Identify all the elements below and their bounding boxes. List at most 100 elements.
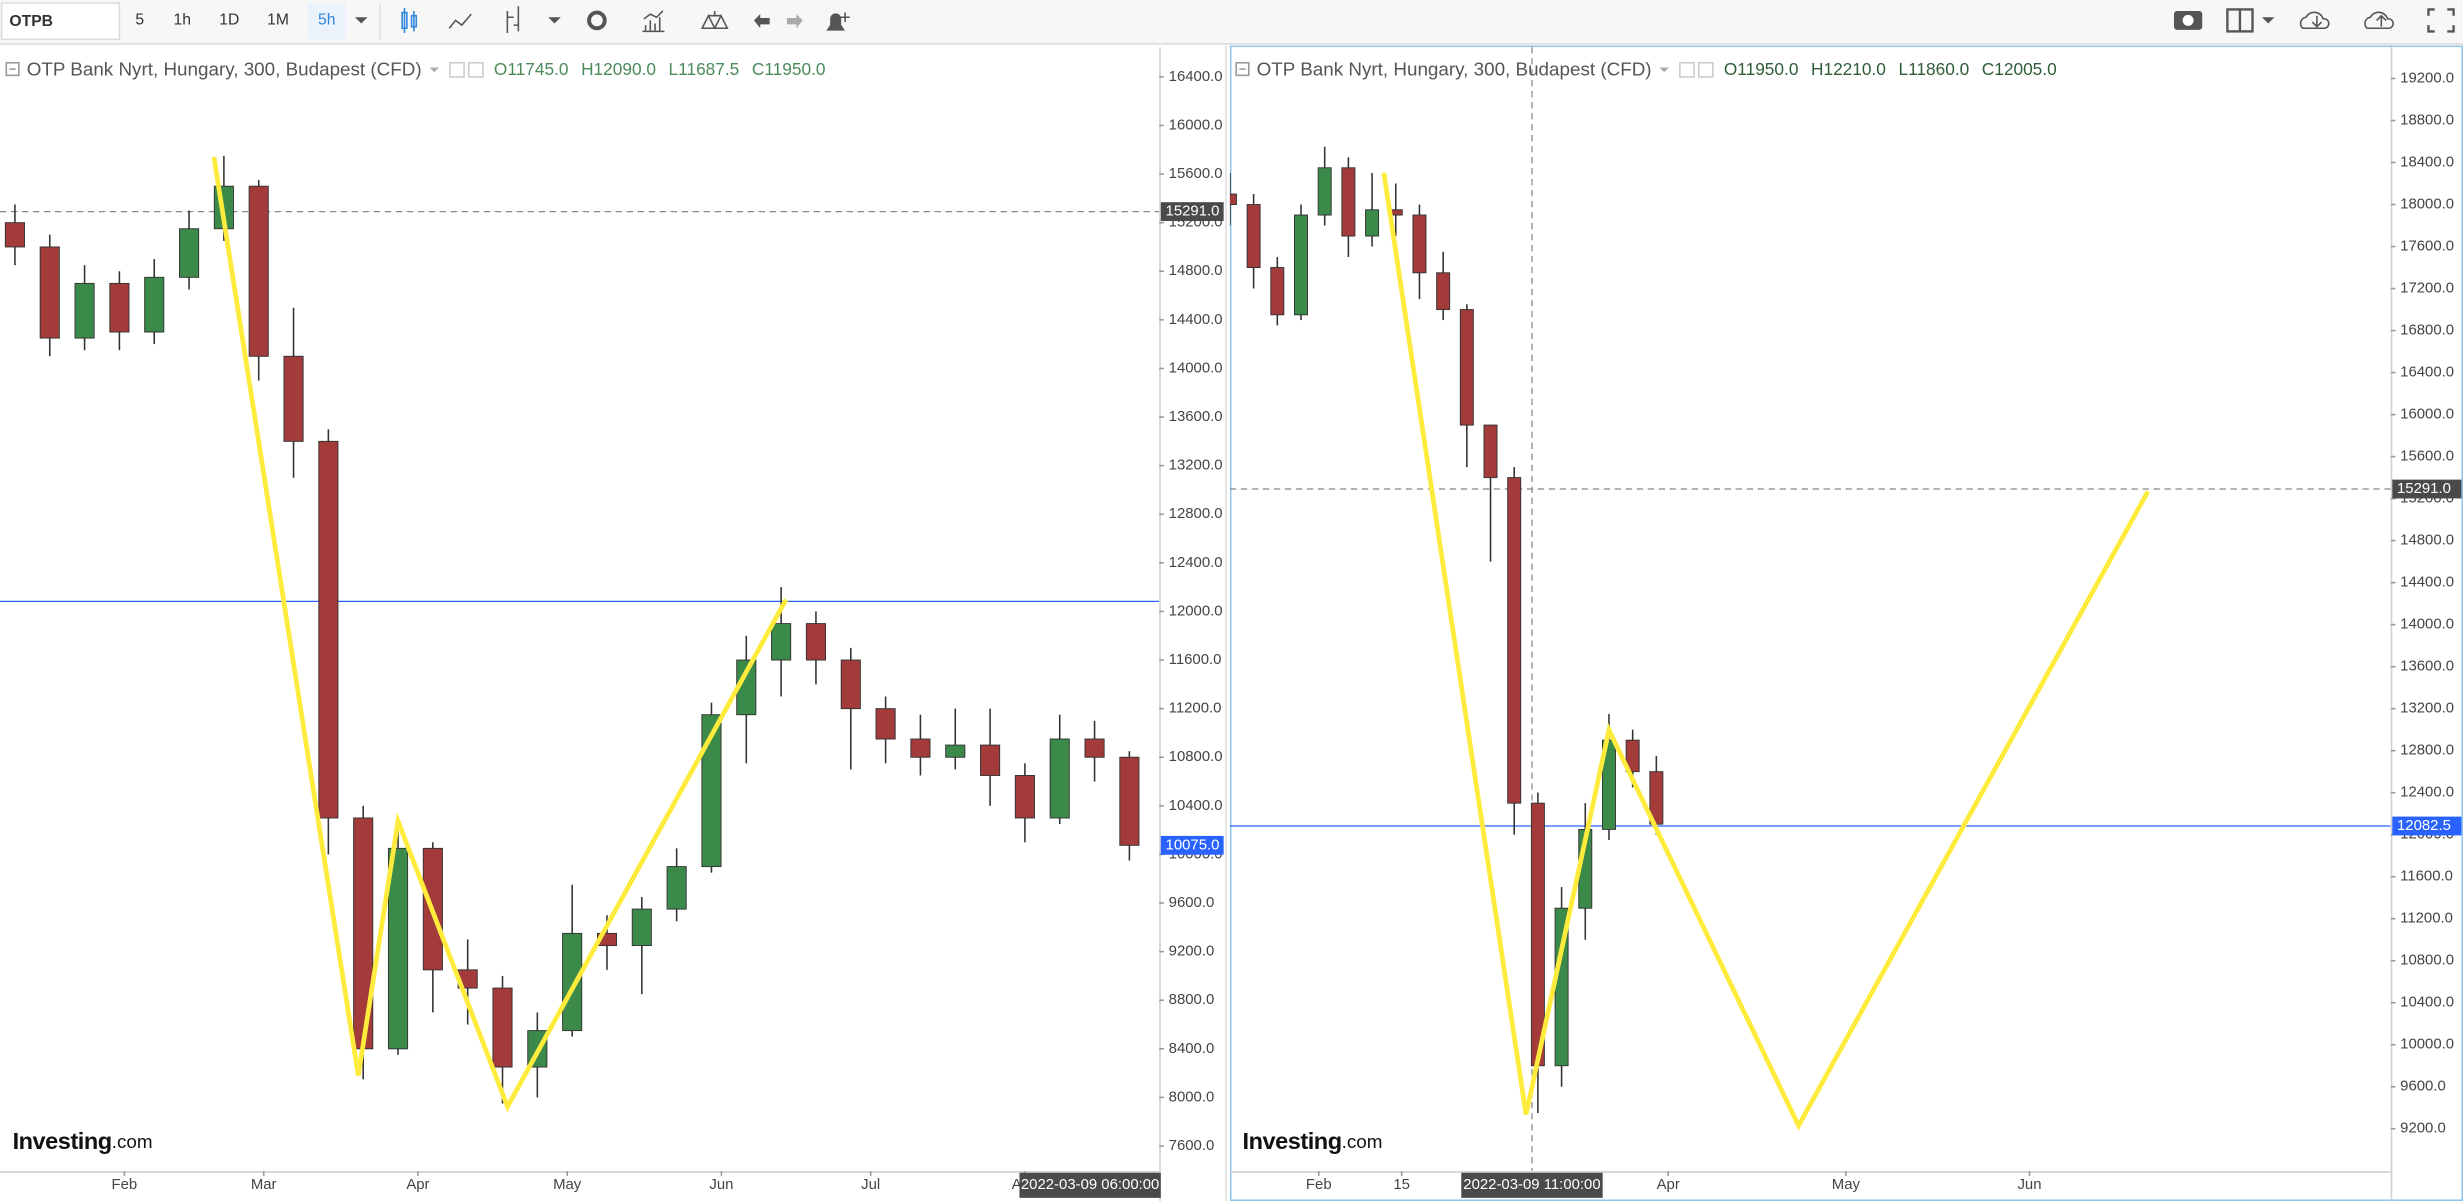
candle-body [248, 185, 269, 357]
candle-body [1530, 802, 1545, 1067]
chart-title: OTP Bank Nyrt, Hungary, 300, Budapest (C… [27, 59, 422, 80]
y-tick-label: 12800.0 [1169, 506, 1223, 522]
pattern-line [211, 156, 789, 1113]
candle-body [318, 440, 339, 819]
candle-icon[interactable] [401, 7, 418, 33]
y-tick-label: 9600.0 [1169, 895, 1215, 911]
bars-icon[interactable] [506, 6, 520, 33]
settings-icon [1697, 62, 1714, 78]
alert-icon[interactable] [826, 12, 850, 31]
x-tick-label: Apr [406, 1177, 429, 1193]
candle-body [701, 714, 722, 868]
collapse-icon[interactable] [1235, 62, 1250, 77]
settings-icon[interactable] [587, 10, 607, 31]
fullscreen-icon[interactable] [2427, 8, 2455, 33]
y-tick-label: 17600.0 [2400, 238, 2454, 254]
ohlc-readout: C11950.0 [752, 59, 826, 79]
collapse-icon[interactable] [5, 62, 20, 77]
interval[interactable]: 1h [173, 12, 190, 29]
x-tick-label: May [553, 1177, 582, 1193]
candle-body [631, 908, 652, 947]
y-tick-label: 18000.0 [2400, 196, 2454, 212]
y-tick-label: 14800.0 [2400, 533, 2454, 549]
candle-body [840, 659, 861, 710]
indicators-icon[interactable] [642, 10, 665, 33]
last-price-label: 10075.0 [1166, 837, 1220, 853]
interval[interactable]: 1M [267, 12, 289, 29]
y-tick-label: 16000.0 [1169, 117, 1223, 133]
y-tick-label: 13600.0 [2400, 659, 2454, 675]
y-tick-label: 8000.0 [1169, 1089, 1215, 1105]
y-tick-label: 16400.0 [2400, 365, 2454, 381]
candle-body [1014, 774, 1035, 819]
candle-body [1317, 167, 1332, 216]
candle-body [771, 623, 792, 661]
symbol[interactable]: OTPB [9, 13, 53, 30]
candle-body [4, 222, 25, 248]
y-tick-label: 13600.0 [1169, 409, 1223, 425]
price-line-label-bg [2392, 479, 2462, 499]
candle-body [109, 282, 130, 333]
symbol-box[interactable] [0, 2, 121, 41]
active-interval[interactable]: 5h [318, 12, 335, 29]
ohlc-readout: H12210.0 [1811, 59, 1886, 79]
x-tick-label: Mar [251, 1177, 277, 1193]
y-tick-label: 10400.0 [2400, 995, 2454, 1011]
dropdown-icon[interactable] [354, 17, 368, 24]
candle-body [562, 932, 583, 1032]
y-tick-label: 12400.0 [1169, 555, 1223, 571]
visibility-icon [1679, 62, 1695, 78]
toolbar: OTPB 5 1h 1D 1M 5h [0, 0, 2463, 45]
y-tick-label: 11600.0 [1169, 652, 1222, 668]
dropdown-icon[interactable] [2261, 17, 2275, 24]
candle-body [805, 623, 826, 661]
y-tick-label: 10800.0 [2400, 953, 2454, 969]
candle-body [1365, 209, 1380, 237]
candle-body [387, 847, 409, 1050]
ohlc-readout: H12090.0 [581, 59, 656, 79]
compare-icon[interactable] [700, 10, 729, 30]
dropdown-icon[interactable] [548, 17, 561, 24]
cloud-download-icon[interactable] [2299, 11, 2330, 30]
y-tick-label: 9200.0 [2400, 1121, 2446, 1137]
candle-body [1436, 272, 1451, 311]
redo-icon[interactable] [786, 14, 803, 29]
cloud-upload-icon[interactable] [2364, 11, 2394, 30]
x-tick-label: Jun [709, 1177, 733, 1193]
interval[interactable]: 1D [219, 12, 239, 29]
y-tick-label: 16800.0 [2400, 322, 2454, 338]
x-tick-label: Feb [1306, 1177, 1332, 1193]
y-tick-label: 14000.0 [2400, 617, 2454, 633]
y-tick-label: 13200.0 [2400, 701, 2454, 717]
undo-icon[interactable] [753, 14, 770, 29]
candle-body [1246, 204, 1261, 269]
active-interval-bg [307, 3, 346, 40]
y-tick-label: 15600.0 [1169, 166, 1223, 182]
logo-suffix: .com [1342, 1131, 1383, 1152]
ohlc-readout: O11745.0 [494, 59, 569, 79]
y-tick-label: 17200.0 [2400, 280, 2454, 296]
x-tick-label: 15 [1393, 1177, 1410, 1193]
crosshair-time-label: 2022-03-09 11:00:00 [1463, 1177, 1600, 1193]
title-dropdown [429, 67, 439, 73]
y-tick-label: 18400.0 [2400, 154, 2454, 170]
crosshair-time-bg [1019, 1172, 1161, 1198]
ohlc-readout: L11687.5 [669, 59, 740, 79]
y-tick-label: 10000.0 [2400, 1037, 2454, 1053]
candle-body [144, 276, 165, 333]
ohlc-readout: C12005.0 [1982, 59, 2057, 79]
y-tick-label: 15600.0 [2400, 449, 2454, 465]
y-tick-label: 10800.0 [1169, 749, 1223, 765]
logo: Investing.com [13, 1128, 153, 1154]
price-line-label: 15291.0 [2397, 481, 2451, 497]
candle-body [875, 708, 896, 740]
y-tick-label: 19200.0 [2400, 70, 2454, 86]
price-line-label: 15291.0 [1166, 204, 1220, 220]
logo-main: Investing [1242, 1128, 1341, 1154]
price-line-label: 12082.5 [2397, 818, 2451, 834]
line-chart-icon[interactable] [448, 13, 472, 29]
interval[interactable]: 5 [135, 12, 144, 29]
candle-body [1049, 738, 1070, 819]
y-tick-label: 11200.0 [2400, 911, 2453, 927]
y-tick-label: 9600.0 [2400, 1079, 2446, 1095]
